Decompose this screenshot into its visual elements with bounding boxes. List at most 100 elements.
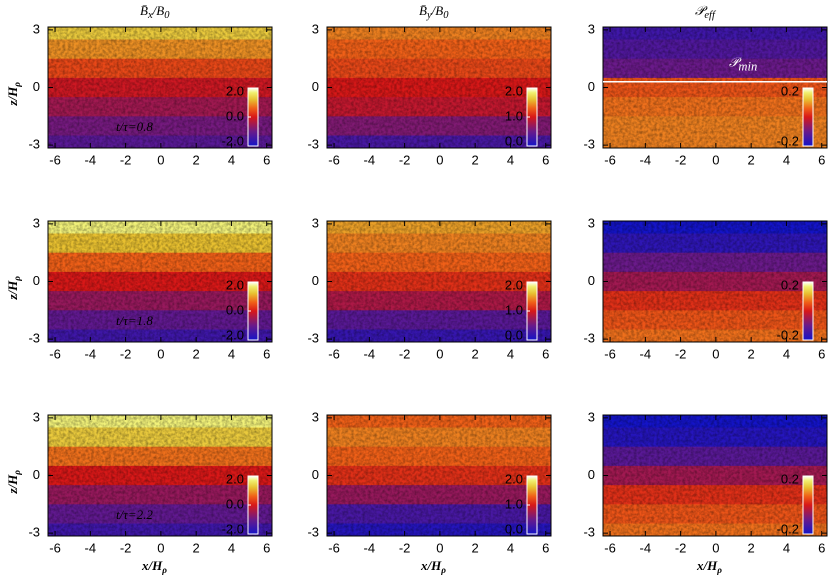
y-axis-label: z/Hρ — [5, 82, 22, 107]
colorbar — [802, 475, 814, 535]
colorbar-label: -2.0 — [222, 327, 244, 342]
colorbar-label: 1.0 — [505, 108, 523, 123]
y-tick-label: 3 — [33, 21, 40, 36]
x-tick-label: -2 — [399, 346, 411, 361]
text-part: z/H — [5, 474, 20, 495]
texture — [48, 221, 272, 342]
y-tick-label: -3 — [583, 137, 595, 152]
y-tick-label: 0 — [312, 79, 319, 94]
x-axis-label: x/Hρ — [420, 558, 446, 575]
subscript: x — [147, 10, 153, 21]
texture — [327, 27, 551, 148]
y-tick-label: -3 — [28, 525, 40, 540]
x-tick-label: -6 — [328, 346, 340, 361]
x-tick-label: 0 — [157, 540, 164, 555]
x-tick-label: 2 — [193, 346, 200, 361]
x-tick-label: 6 — [542, 540, 549, 555]
colorbar-label: -2.0 — [222, 521, 244, 536]
subscript: ρ — [12, 82, 22, 88]
x-tick-label: 4 — [228, 152, 235, 167]
y-tick-label: 3 — [33, 215, 40, 230]
x-tick-label: 0 — [157, 346, 164, 361]
y-tick-label: 0 — [588, 273, 595, 288]
x-tick-label: -6 — [328, 152, 340, 167]
heatmap — [48, 221, 272, 342]
text-part: /B — [431, 3, 444, 18]
subscript: y — [426, 10, 432, 21]
y-tick-label: 0 — [588, 79, 595, 94]
panel-title: B̄x/B0 — [140, 3, 170, 21]
x-tick-label: 4 — [783, 152, 790, 167]
y-tick-label: -3 — [28, 331, 40, 346]
colorbar-label: 0.0 — [226, 108, 244, 123]
x-tick-label: 0 — [712, 152, 719, 167]
x-tick-label: -2 — [399, 152, 411, 167]
x-axis-label: x/Hρ — [696, 558, 722, 575]
y-tick-label: 0 — [588, 467, 595, 482]
y-tick-label: -3 — [307, 137, 319, 152]
subscript: 0 — [164, 10, 170, 21]
x-tick-label: -4 — [85, 540, 97, 555]
x-tick-label: 2 — [193, 152, 200, 167]
y-tick-label: 0 — [33, 467, 40, 482]
x-tick-label: -4 — [364, 540, 376, 555]
y-tick-label: 3 — [33, 409, 40, 424]
colorbar-label: -2.0 — [222, 133, 244, 148]
x-tick-label: 0 — [436, 540, 443, 555]
panel-title: B̄y/B0 — [419, 3, 449, 21]
subscript: ρ — [161, 565, 167, 575]
y-tick-label: 0 — [33, 273, 40, 288]
colorbar-label: 0.2 — [781, 277, 799, 292]
x-tick-label: 6 — [542, 346, 549, 361]
text-part: x/H — [696, 558, 718, 573]
colorbar-label: 2.0 — [226, 471, 244, 486]
panel-title: 𝒫eff — [695, 3, 717, 21]
text-part: B̄ — [140, 3, 148, 18]
subscript: 0 — [443, 10, 449, 21]
x-tick-label: -4 — [364, 152, 376, 167]
x-tick-label: -6 — [604, 152, 616, 167]
subscript: eff — [704, 10, 717, 21]
x-tick-label: -6 — [49, 152, 61, 167]
x-tick-label: -2 — [399, 540, 411, 555]
x-tick-label: -2 — [120, 152, 132, 167]
y-axis-label: z/Hρ — [5, 276, 22, 301]
x-tick-label: -4 — [364, 346, 376, 361]
colorbar-label: 0.0 — [226, 496, 244, 511]
x-tick-label: 2 — [748, 540, 755, 555]
x-tick-label: 4 — [228, 346, 235, 361]
colorbar-label: 0.0 — [505, 327, 523, 342]
x-tick-label: 4 — [228, 540, 235, 555]
x-tick-label: -6 — [328, 540, 340, 555]
heatmap — [327, 221, 551, 342]
y-tick-label: 3 — [588, 409, 595, 424]
subscript: ρ — [440, 565, 446, 575]
x-tick-label: -4 — [85, 346, 97, 361]
x-tick-label: 6 — [542, 152, 549, 167]
x-tick-label: 2 — [472, 346, 479, 361]
x-tick-label: -6 — [604, 540, 616, 555]
x-tick-label: 6 — [263, 152, 270, 167]
x-tick-label: -6 — [49, 346, 61, 361]
subscript: ρ — [12, 276, 22, 282]
y-tick-label: 0 — [312, 467, 319, 482]
texture — [603, 221, 827, 342]
x-tick-label: 0 — [157, 152, 164, 167]
heatmap — [603, 415, 827, 536]
colorbar — [802, 281, 814, 341]
x-tick-label: -2 — [675, 540, 687, 555]
y-tick-label: 0 — [312, 273, 319, 288]
colorbar-label: 2.0 — [505, 471, 523, 486]
time-label: t/τ=2.2 — [116, 507, 153, 522]
y-tick-label: 3 — [588, 21, 595, 36]
x-tick-label: -6 — [49, 540, 61, 555]
x-tick-label: -4 — [640, 152, 652, 167]
x-tick-label: 4 — [783, 540, 790, 555]
text-part: B̄ — [419, 3, 427, 18]
x-tick-label: 4 — [507, 540, 514, 555]
texture — [48, 27, 272, 148]
x-tick-label: 6 — [818, 152, 825, 167]
colorbar-label: -0.2 — [777, 133, 799, 148]
texture — [48, 415, 272, 536]
